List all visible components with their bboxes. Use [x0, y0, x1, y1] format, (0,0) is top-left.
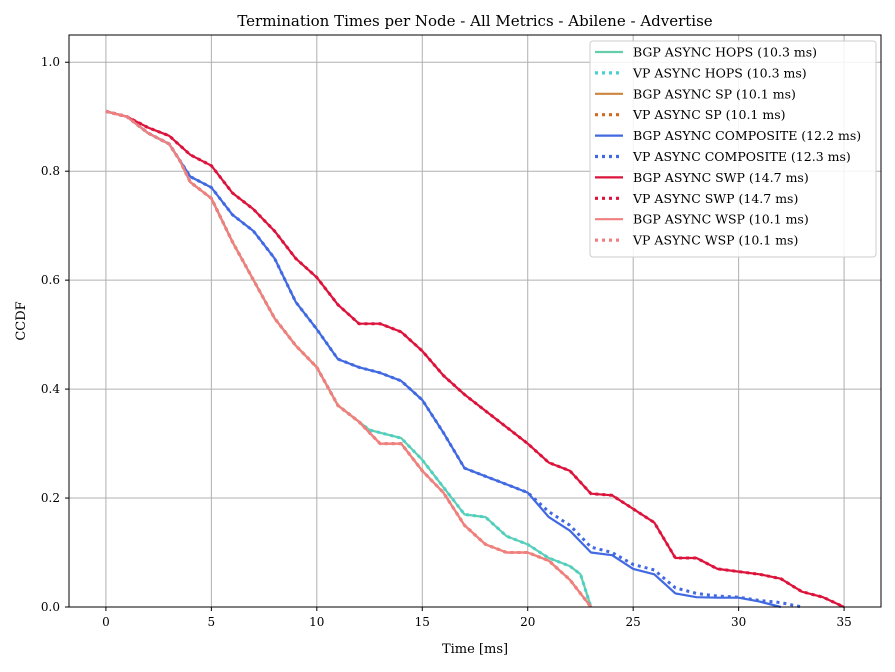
x-tick-label: 10	[309, 615, 324, 629]
series-line-vp-async-swp	[105, 109, 845, 609]
legend-label: BGP ASYNC SWP (14.7 ms)	[633, 170, 809, 185]
legend-label: VP ASYNC WSP (10.1 ms)	[632, 233, 798, 248]
x-tick-label: 15	[415, 615, 430, 629]
x-tick-label: 25	[626, 615, 641, 629]
legend-label: VP ASYNC SP (10.1 ms)	[632, 107, 786, 122]
x-tick-label: 20	[520, 615, 535, 629]
legend-label: BGP ASYNC COMPOSITE (12.2 ms)	[633, 128, 861, 143]
y-tick-label: 0.4	[41, 382, 60, 396]
legend-label: BGP ASYNC HOPS (10.3 ms)	[633, 45, 817, 60]
y-tick-label: 0.2	[41, 491, 60, 505]
legend-label: BGP ASYNC WSP (10.1 ms)	[633, 212, 809, 227]
legend-box	[589, 40, 877, 258]
y-tick-label: 0.0	[41, 600, 60, 614]
y-axis-label: CCDF	[14, 301, 29, 340]
x-tick-label: 35	[836, 615, 851, 629]
axis-ticks: 0 5 10 15 20 25 30 35 0.0 0.2 0.4 0.6 0.8 1.0	[41, 55, 852, 629]
y-tick-label: 1.0	[41, 55, 60, 69]
legend: BGP ASYNC HOPS (10.3 ms) VP ASYNC HOPS (1…	[589, 40, 877, 258]
chart-title: Termination Times per Node - All Metrics…	[237, 12, 712, 30]
legend-label: VP ASYNC HOPS (10.3 ms)	[632, 65, 807, 80]
legend-label: BGP ASYNC SP (10.1 ms)	[633, 86, 796, 101]
plot-frame	[68, 34, 882, 608]
series-line-vp-async-composite	[105, 109, 803, 609]
x-axis-label: Time [ms]	[442, 642, 508, 657]
legend-label: VP ASYNC SWP (14.7 ms)	[632, 191, 798, 206]
x-tick-label: 30	[731, 615, 746, 629]
legend-label: VP ASYNC COMPOSITE (12.3 ms)	[632, 149, 851, 164]
x-tick-label: 0	[102, 615, 110, 629]
series-lines	[105, 109, 845, 609]
y-tick-label: 0.8	[41, 164, 60, 178]
series-line-vp-async-wsp	[105, 109, 593, 608]
x-tick-label: 5	[208, 615, 216, 629]
y-tick-label: 0.6	[41, 273, 60, 287]
